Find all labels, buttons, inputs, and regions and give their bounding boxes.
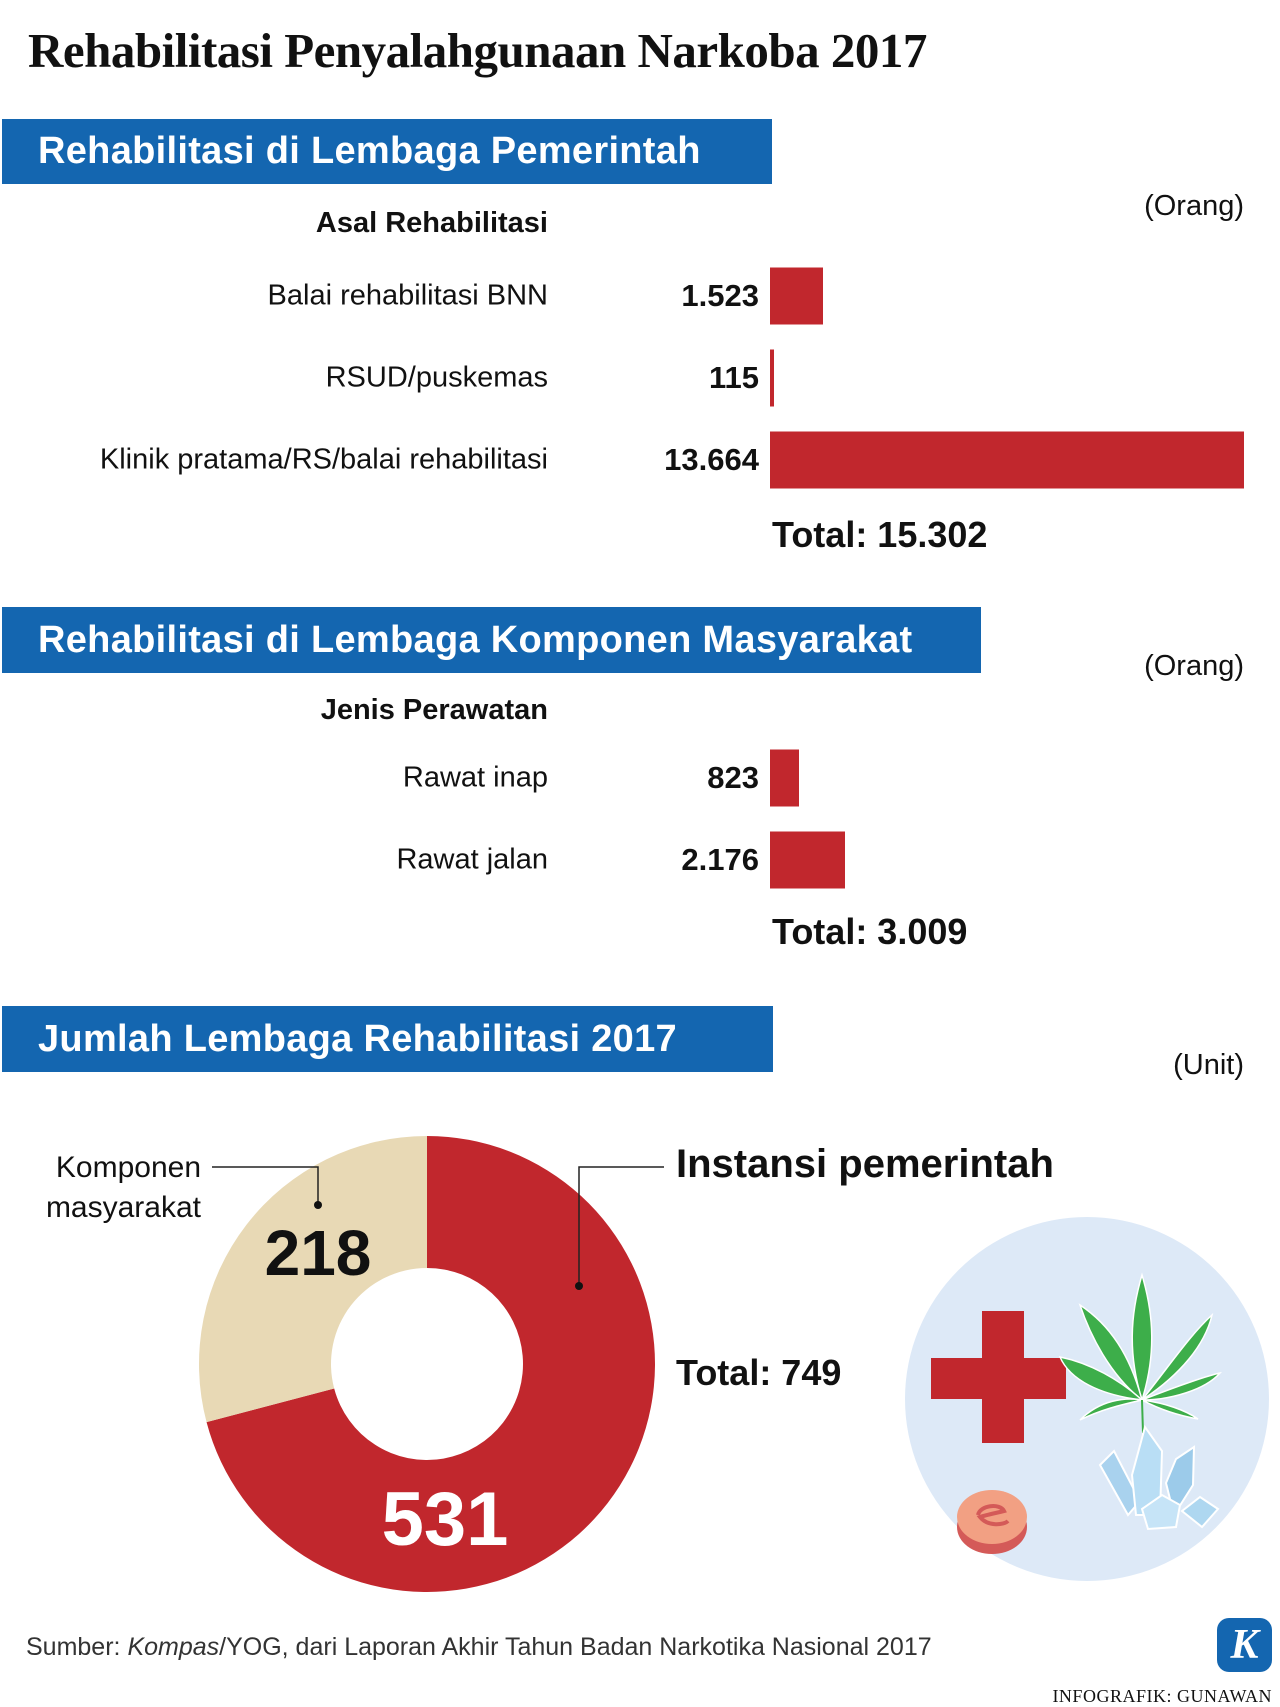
slice-label-pemerintah: Instansi pemerintah bbox=[676, 1142, 1054, 1186]
credit: INFOGRAFIK: GUNAWAN bbox=[1052, 1686, 1272, 1706]
leader-line-masyarakat bbox=[212, 1166, 319, 1205]
section-header-jumlah: Jumlah Lembaga Rehabilitasi 2017 bbox=[2, 1006, 773, 1072]
source-note: Sumber: Kompas/YOG, dari Laporan Akhir T… bbox=[26, 1633, 932, 1662]
donut-slice-masyarakat bbox=[199, 1136, 427, 1423]
source-italic: Kompas bbox=[127, 1633, 220, 1661]
total-label: Total: 15.302 bbox=[772, 514, 988, 555]
slice-value-masyarakat: 218 bbox=[265, 1217, 372, 1289]
crystal-meth-icon bbox=[1098, 1424, 1220, 1531]
red-cross-icon bbox=[931, 1311, 1066, 1443]
ecstasy-pill-icon bbox=[957, 1490, 1027, 1554]
drug-illustration bbox=[905, 1217, 1269, 1581]
page-title: Rehabilitasi Penyalahgunaan Narkoba 2017 bbox=[28, 23, 927, 78]
bar bbox=[770, 267, 823, 325]
donut-chart: 218 531 bbox=[199, 1136, 664, 1592]
source-prefix: Sumber: bbox=[26, 1633, 128, 1661]
cannabis-leaf-icon bbox=[1058, 1272, 1223, 1434]
source-rest: /YOG, dari Laporan Akhir Tahun Badan Nar… bbox=[219, 1633, 932, 1661]
leader-dot bbox=[314, 1201, 322, 1209]
leader-line-pemerintah bbox=[578, 1166, 664, 1286]
category-label: Rawat inap bbox=[402, 761, 548, 794]
category-label: Balai rehabilitasi BNN bbox=[267, 279, 548, 312]
bar bbox=[770, 431, 1244, 489]
leader-dot bbox=[575, 1282, 583, 1290]
section-header-pemerintah: Rehabilitasi di Lembaga Pemerintah bbox=[2, 119, 772, 184]
bar bbox=[770, 831, 846, 889]
value-label: 2.176 bbox=[681, 842, 759, 877]
bar bbox=[770, 349, 774, 407]
value-label: 115 bbox=[708, 360, 759, 395]
category-label: Klinik pratama/RS/balai rehabilitasi bbox=[99, 443, 548, 476]
slice-label-masyarakat: Komponen masyarakat bbox=[45, 1151, 201, 1224]
unit-label: (Orang) bbox=[1144, 190, 1244, 222]
value-label: 823 bbox=[707, 760, 759, 795]
category-label: RSUD/puskemas bbox=[325, 361, 548, 394]
unit-label: (Unit) bbox=[1173, 1049, 1244, 1081]
kompas-logo: K bbox=[1217, 1618, 1272, 1672]
value-label: 1.523 bbox=[681, 278, 759, 313]
category-header: Asal Rehabilitasi bbox=[315, 207, 548, 239]
slice-value-pemerintah: 531 bbox=[382, 1477, 509, 1562]
category-header: Jenis Perawatan bbox=[320, 694, 548, 726]
donut-total-label: Total: 749 bbox=[676, 1352, 842, 1393]
bar bbox=[770, 749, 799, 807]
total-label: Total: 3.009 bbox=[772, 911, 968, 952]
donut-slice-pemerintah bbox=[206, 1136, 655, 1592]
value-label: 13.664 bbox=[664, 442, 759, 477]
category-label: Rawat jalan bbox=[396, 843, 548, 876]
section-header-masyarakat: Rehabilitasi di Lembaga Komponen Masyara… bbox=[2, 607, 981, 673]
unit-label: (Orang) bbox=[1144, 650, 1244, 682]
